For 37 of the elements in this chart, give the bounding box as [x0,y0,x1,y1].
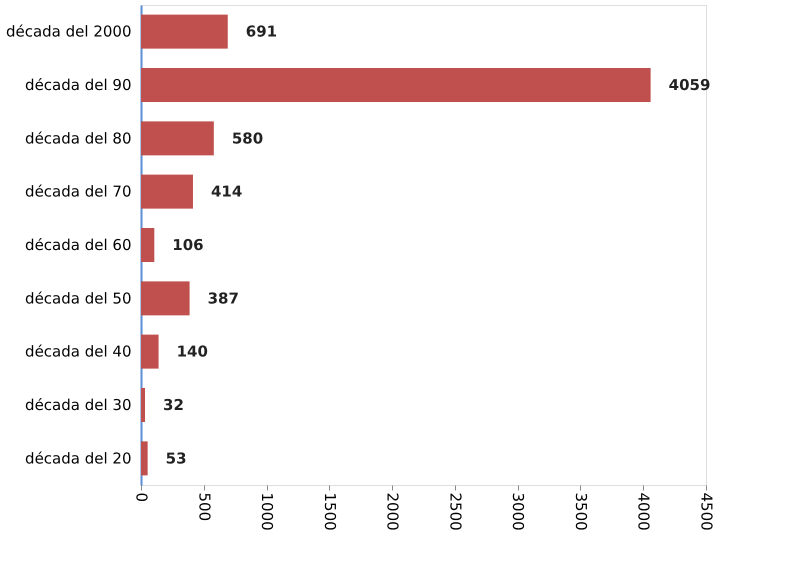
x-tick-label: 2000 [384,492,402,531]
y-tick-label: década del 50 [25,289,132,308]
y-tick-label: década del 2000 [6,22,132,41]
data-label: 580 [232,129,264,148]
x-tick-label: 1000 [258,492,276,531]
bar [141,174,193,209]
bar [141,228,154,262]
y-tick-label: década del 80 [25,129,132,148]
data-label: 691 [246,22,278,41]
data-label: 53 [166,449,187,468]
bar [141,334,159,369]
bar [141,68,651,102]
bar [141,121,214,156]
y-tick-label: década del 30 [25,396,132,414]
data-label: 387 [208,289,239,308]
data-label: 106 [172,236,204,254]
data-label: 32 [163,396,184,414]
x-tick-label: 3500 [572,492,590,531]
y-tick-label: década del 20 [25,449,132,468]
x-tick-label: 4500 [698,492,716,531]
bar [141,281,190,316]
x-tick-label: 2500 [446,492,464,531]
data-label: 4059 [668,76,710,94]
x-tick-label: 4000 [634,492,653,531]
x-tick-label: 500 [195,492,214,522]
y-tick-label: década del 40 [25,342,132,361]
x-tick-label: 0 [132,492,150,502]
y-tick-label: década del 70 [25,182,132,201]
data-label: 414 [210,182,242,201]
bar [141,388,146,422]
x-tick-label: 3000 [509,492,528,531]
data-label: 140 [176,342,208,361]
x-tick-label: 1500 [320,492,339,531]
bar [141,441,148,476]
bar [141,14,228,49]
y-tick-label: década del 60 [25,236,132,254]
y-tick-label: década del 90 [25,76,132,94]
